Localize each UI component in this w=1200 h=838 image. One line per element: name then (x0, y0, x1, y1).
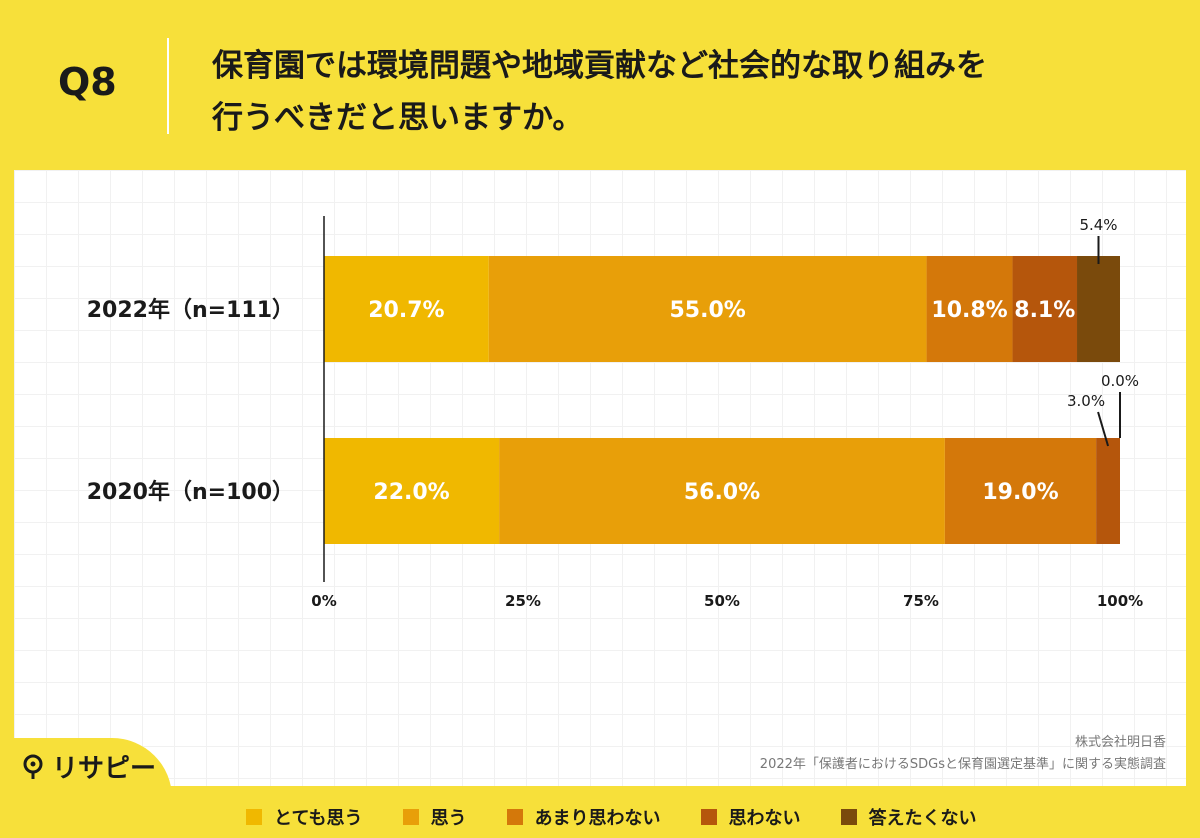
stacked-bar-chart: 2022年（n=111） 20.7% 55.0% 10.8% 8.1% 5.4% 2020年… (87, 216, 1143, 610)
legend-swatch (700, 809, 717, 825)
legend-label: あまり思わない (534, 808, 661, 829)
data-label: 10.8% (931, 298, 1007, 323)
header-divider (167, 38, 169, 134)
source-note: 株式会社明日香 2022年「保護者におけるSDGsと保育園選定基準」に関する実態… (760, 732, 1166, 776)
chart-legend: とても思う 思う あまり思わない 思わない 答えたくない (246, 804, 977, 830)
data-label: 8.1% (1014, 298, 1075, 323)
legend-item: あまり思わない (506, 804, 661, 830)
legend-label: 思わない (728, 808, 801, 829)
logo-text: リサピー (52, 754, 157, 784)
source-line-1: 株式会社明日香 (1074, 735, 1166, 750)
x-tick-label: 100% (1097, 592, 1143, 610)
x-tick-label: 75% (903, 592, 939, 610)
x-tick-label: 50% (704, 592, 740, 610)
data-label: 55.0% (670, 298, 746, 323)
question-line-1: 保育園では環境問題や地域貢献など社会的な取り組みを (212, 48, 987, 84)
brand-logo: リサピー (22, 748, 156, 785)
legend-label: 答えたくない (868, 808, 977, 829)
callout-line (1097, 411, 1110, 447)
legend-swatch (402, 809, 419, 825)
data-label: 5.4% (1079, 216, 1117, 234)
data-label: 20.7% (368, 298, 444, 323)
legend-item: 思う (402, 804, 467, 830)
bar-segment (1012, 256, 1078, 362)
x-tick-label: 0% (311, 592, 336, 610)
category-label: 2020年（n=100） (87, 479, 294, 505)
data-label: 22.0% (373, 480, 449, 505)
bar-segment (499, 438, 945, 544)
data-label: 19.0% (982, 480, 1058, 505)
legend-item: とても思う (246, 804, 363, 830)
legend-swatch (246, 809, 262, 825)
location-pin-icon (23, 754, 43, 779)
legend-swatch (840, 809, 857, 825)
legend-item: 思わない (700, 804, 801, 830)
bar-segment (926, 256, 1013, 362)
legend-label: とても思う (274, 808, 363, 829)
bar-segment (324, 256, 489, 362)
bar-segment (944, 438, 1097, 544)
legend-item: 答えたくない (840, 804, 977, 830)
category-label: 2022年（n=111） (87, 297, 294, 323)
x-tick-label: 25% (505, 592, 541, 610)
data-label: 3.0% (1067, 392, 1105, 410)
bar-segment (324, 438, 500, 544)
question-line-2: 行うべきだと思いますか。 (212, 100, 584, 136)
legend-swatch (506, 809, 523, 825)
source-line-2: 2022年「保護者におけるSDGsと保育園選定基準」に関する実態調査 (759, 757, 1166, 772)
question-title: 保育園では環境問題や地域貢献など社会的な取り組みを 行うべきだと思いますか。 (212, 40, 1152, 144)
bar-segment (1096, 438, 1120, 544)
question-number: Q8 (58, 60, 117, 104)
data-label: 56.0% (684, 480, 760, 505)
chart-panel: 2022年（n=111） 20.7% 55.0% 10.8% 8.1% 5.4% 2020年… (14, 170, 1186, 829)
bar-segment (488, 256, 927, 362)
legend-label: 思う (430, 808, 467, 829)
bar-segment (1077, 256, 1120, 362)
data-label: 0.0% (1101, 372, 1139, 390)
